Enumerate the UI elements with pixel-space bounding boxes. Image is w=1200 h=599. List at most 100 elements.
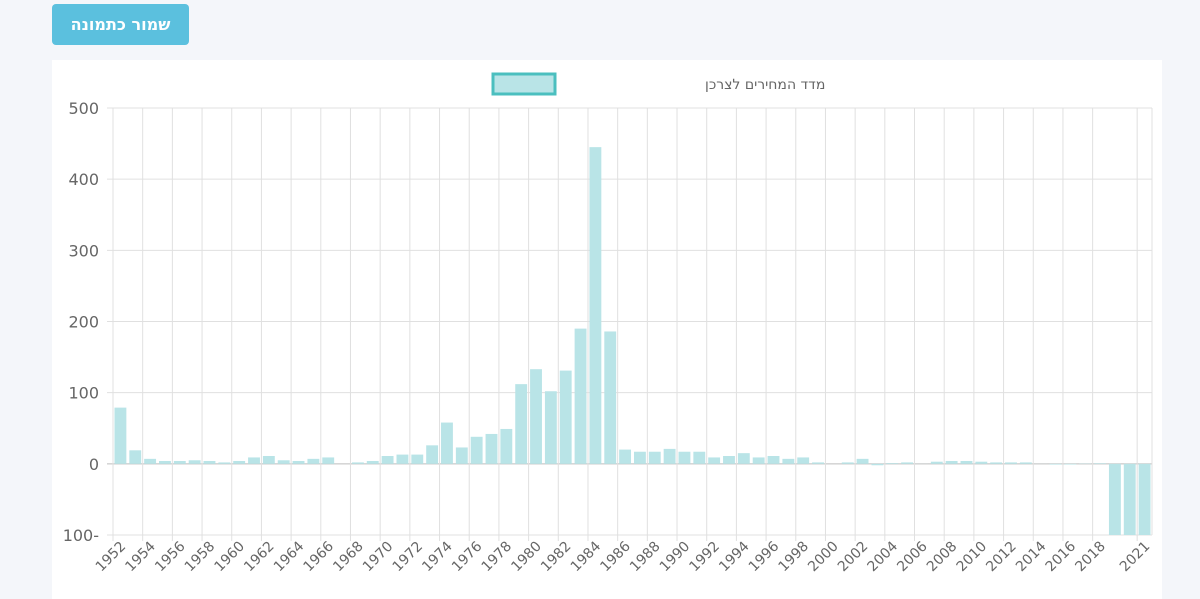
bar bbox=[366, 460, 379, 464]
bar bbox=[871, 463, 884, 466]
x-tick-label: 1980 bbox=[508, 539, 545, 576]
bar bbox=[604, 331, 617, 464]
bar bbox=[277, 460, 290, 464]
bar bbox=[812, 462, 824, 464]
x-tick-label: 1966 bbox=[301, 538, 338, 575]
bar bbox=[441, 422, 453, 464]
bar bbox=[455, 447, 468, 464]
x-tick-label: 1958 bbox=[182, 539, 219, 576]
bar bbox=[856, 458, 869, 464]
bar bbox=[218, 462, 231, 464]
x-tick-label: 1956 bbox=[152, 538, 189, 575]
bars bbox=[114, 147, 1151, 535]
bar bbox=[663, 448, 676, 464]
bar bbox=[485, 433, 498, 464]
bar bbox=[262, 456, 275, 464]
x-tick-label: 1996 bbox=[746, 538, 783, 575]
x-tick-label: 2014 bbox=[1013, 538, 1050, 575]
bar bbox=[1108, 463, 1121, 535]
bar bbox=[396, 454, 409, 464]
bar bbox=[901, 462, 914, 464]
y-tick-label: 100 bbox=[68, 384, 99, 403]
x-tick-label: 1990 bbox=[657, 539, 694, 576]
x-tick-label: 2002 bbox=[835, 539, 872, 576]
x-tick-label: 1954 bbox=[122, 538, 159, 575]
bar bbox=[1019, 462, 1032, 464]
bar bbox=[307, 458, 320, 464]
bar bbox=[159, 460, 171, 464]
bar bbox=[411, 454, 424, 464]
x-tick-label: 2010 bbox=[954, 539, 991, 576]
bar bbox=[470, 436, 483, 464]
x-tick-label: 2018 bbox=[1072, 539, 1109, 576]
bar bbox=[782, 458, 795, 464]
bar bbox=[1123, 463, 1136, 535]
x-tick-label: 2016 bbox=[1043, 538, 1080, 575]
x-tick-label: 1978 bbox=[479, 539, 516, 576]
bar bbox=[129, 450, 142, 464]
bar bbox=[1138, 463, 1151, 535]
x-tick-label: 1972 bbox=[390, 539, 427, 576]
bar bbox=[559, 370, 572, 464]
save-as-image-button[interactable]: שמור כתמונה bbox=[52, 4, 189, 45]
x-tick-label: 1986 bbox=[597, 538, 634, 575]
bar bbox=[500, 428, 513, 464]
bar bbox=[797, 457, 810, 464]
x-tick-label: 2012 bbox=[983, 539, 1020, 576]
x-tick-label: 2004 bbox=[865, 538, 902, 575]
legend-swatch bbox=[491, 72, 557, 96]
bar bbox=[203, 460, 216, 464]
y-tick-label: 200 bbox=[68, 313, 99, 332]
bar bbox=[144, 458, 157, 464]
x-tick-label: 2021 bbox=[1117, 539, 1154, 576]
bar bbox=[990, 462, 1003, 464]
bar bbox=[678, 451, 691, 464]
x-tick-label: 1976 bbox=[449, 538, 486, 575]
bar bbox=[248, 457, 260, 464]
legend-label: מדד המחירים לצרכן bbox=[705, 77, 825, 93]
x-tick-label: 1982 bbox=[538, 539, 575, 576]
chart-card: 500 400 300 200 100 0 100- 1952 1954 1956 1958 1960… bbox=[52, 60, 1162, 599]
cpi-bar-chart: 5004003002001000100-19521954195619581960… bbox=[63, 72, 1154, 576]
bar bbox=[322, 457, 335, 464]
x-tick-label: 1998 bbox=[776, 539, 813, 576]
bar bbox=[708, 457, 721, 464]
x-tick-label: 2000 bbox=[805, 539, 842, 576]
bar bbox=[515, 384, 528, 464]
grid bbox=[107, 107, 1153, 541]
bar bbox=[960, 460, 973, 464]
bar bbox=[574, 328, 587, 464]
bar bbox=[633, 451, 646, 464]
bar bbox=[619, 449, 632, 464]
bar bbox=[114, 407, 127, 464]
bar bbox=[1064, 463, 1077, 465]
bar bbox=[752, 457, 765, 464]
bar bbox=[886, 463, 899, 464]
bar bbox=[841, 462, 854, 464]
legend[interactable]: מדד המחירים לצרכן bbox=[491, 72, 825, 96]
bar bbox=[173, 460, 186, 464]
bar bbox=[648, 451, 661, 464]
x-tick-label: 1974 bbox=[419, 538, 456, 575]
y-tick-label: 0 bbox=[89, 455, 99, 474]
x-tick-label: 1984 bbox=[568, 538, 605, 575]
bar bbox=[1049, 463, 1062, 465]
bar bbox=[723, 456, 735, 464]
x-tick-label: 1968 bbox=[330, 539, 367, 576]
bar bbox=[292, 460, 305, 464]
bar bbox=[737, 453, 750, 464]
bar bbox=[426, 445, 439, 464]
x-tick-label: 1964 bbox=[271, 538, 308, 575]
bar bbox=[1005, 462, 1017, 464]
bar bbox=[188, 460, 201, 464]
x-tick-label: 1960 bbox=[211, 539, 248, 576]
bar bbox=[693, 451, 706, 464]
x-tick-label: 1988 bbox=[627, 539, 664, 576]
bar bbox=[945, 460, 958, 464]
bar bbox=[1094, 463, 1106, 464]
bar bbox=[544, 391, 557, 464]
y-tick-label: 400 bbox=[68, 170, 99, 189]
y-tick-label: 300 bbox=[68, 241, 99, 260]
bar bbox=[351, 462, 364, 464]
bar bbox=[930, 461, 943, 464]
